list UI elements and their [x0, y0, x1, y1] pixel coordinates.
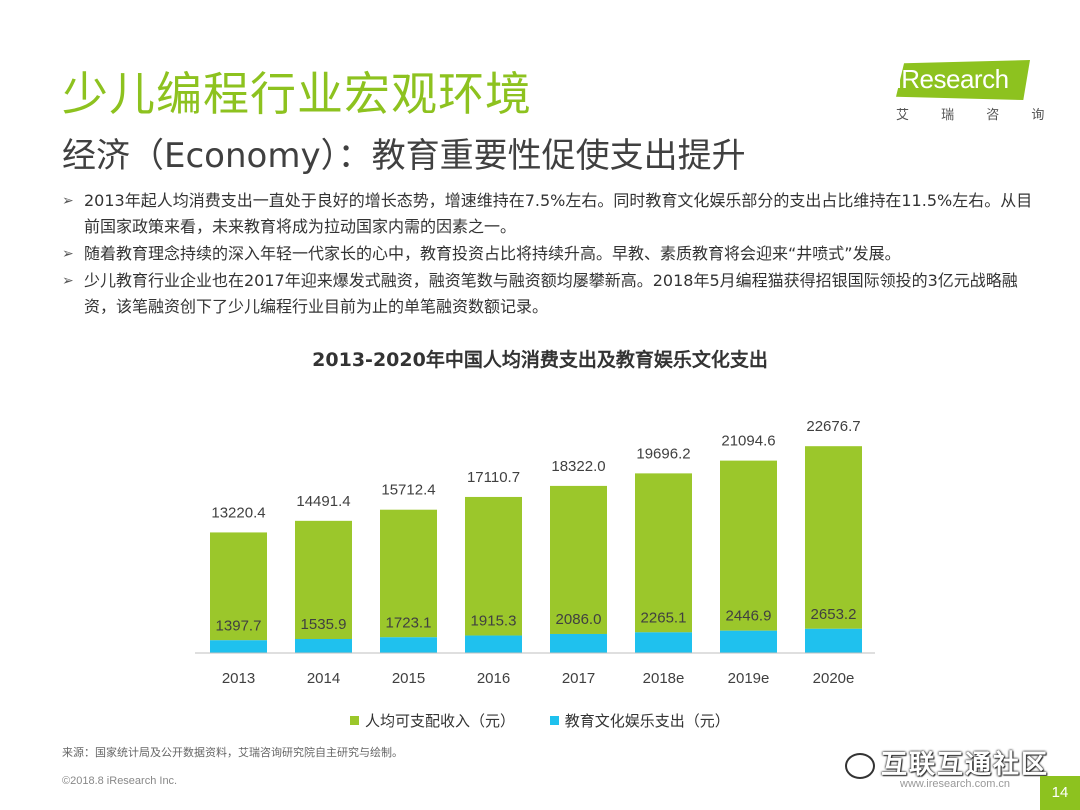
- website: www.iresearch.com.cn: [900, 778, 1010, 790]
- source-note: 来源：国家统计局及公开数据资料，艾瑞咨询研究院自主研究与绘制。: [62, 744, 403, 760]
- bullet-text: 2013年起人均消费支出一直处于良好的增长态势，增速维持在7.5%左右。同时教育…: [84, 191, 1032, 236]
- page-subtitle: 经济（Economy）：教育重要性促使支出提升: [62, 128, 746, 177]
- bullet-text: 少儿教育行业企业也在2017年迎来爆发式融资，融资笔数与融资额均屡攀新高。201…: [84, 271, 1018, 316]
- label-income-2014: 14491.4: [296, 493, 350, 510]
- bullet-text: 随着教育理念持续的深入年轻一代家长的心中，教育投资占比将持续升高。早教、素质教育…: [84, 244, 901, 263]
- wechat-icon: [845, 753, 875, 779]
- bullet-item: ➢ 随着教育理念持续的深入年轻一代家长的心中，教育投资占比将持续升高。早教、素质教…: [62, 241, 1042, 267]
- logo-cn: 艾 瑞 咨 询: [896, 104, 1058, 123]
- label-income-2017: 18322.0: [551, 458, 605, 475]
- label-income-2020e: 22676.7: [806, 418, 860, 435]
- chart-legend: 人均可支配收入（元） 教育文化娱乐支出（元）: [350, 710, 760, 731]
- label-income-2018e: 19696.2: [636, 445, 690, 462]
- bar-income-2019e: [720, 461, 777, 631]
- tick-label-2016: 2016: [477, 670, 510, 687]
- bullet-item: ➢ 少儿教育行业企业也在2017年迎来爆发式融资，融资笔数与融资额均屡攀新高。20…: [62, 268, 1042, 320]
- tick-label-2020e: 2020e: [813, 670, 855, 687]
- legend-swatch-education: [550, 716, 559, 725]
- bar-education-2017: [550, 634, 607, 653]
- bar-education-2018e: [635, 632, 692, 653]
- label-education-2013: 1397.7: [216, 617, 262, 634]
- label-education-2017: 2086.0: [556, 611, 602, 628]
- label-education-2020e: 2653.2: [811, 606, 857, 623]
- label-education-2015: 1723.1: [386, 614, 432, 631]
- page-title: 少儿编程行业宏观环境: [62, 58, 532, 124]
- bar-education-2020e: [805, 629, 862, 653]
- label-income-2015: 15712.4: [381, 482, 435, 499]
- label-income-2019e: 21094.6: [721, 433, 775, 450]
- legend-swatch-income: [350, 716, 359, 725]
- arrow-icon: ➢: [62, 241, 74, 267]
- legend-label-income: 人均可支配收入（元）: [365, 710, 515, 731]
- label-income-2016: 17110.7: [467, 469, 520, 486]
- bar-education-2015: [380, 637, 437, 653]
- bar-chart: 13220.4 1397.7 2013 14491.4 1535.9 2014 15712.…: [0, 380, 1080, 710]
- bar-education-2013: [210, 640, 267, 653]
- tick-label-2017: 2017: [562, 670, 595, 687]
- label-education-2019e: 2446.9: [726, 608, 772, 625]
- bar-education-2014: [295, 639, 352, 653]
- bullet-list: ➢ 2013年起人均消费支出一直处于良好的增长态势，增速维持在7.5%左右。同时教…: [62, 188, 1042, 321]
- tick-label-2019e: 2019e: [728, 670, 770, 687]
- legend-item-income: 人均可支配收入（元）: [350, 710, 515, 731]
- label-education-2018e: 2265.1: [641, 609, 687, 626]
- bar-education-2019e: [720, 631, 777, 653]
- bar-education-2016: [465, 636, 522, 653]
- copyright: ©2018.8 iResearch Inc.: [62, 775, 177, 787]
- watermark: 互联互通社区: [845, 744, 1049, 781]
- arrow-icon: ➢: [62, 188, 74, 214]
- arrow-icon: ➢: [62, 268, 74, 294]
- logo-text: iResearch: [896, 64, 1009, 95]
- watermark-text: 互联互通社区: [881, 750, 1049, 780]
- chart-title: 2013-2020年中国人均消费支出及教育娱乐文化支出: [0, 345, 1080, 372]
- iresearch-logo: iResearch 艾 瑞 咨 询: [890, 58, 1040, 128]
- tick-label-2018e: 2018e: [643, 670, 685, 687]
- label-income-2013: 13220.4: [211, 504, 265, 521]
- legend-label-education: 教育文化娱乐支出（元）: [565, 710, 730, 731]
- bar-income-2020e: [805, 446, 862, 629]
- bullet-item: ➢ 2013年起人均消费支出一直处于良好的增长态势，增速维持在7.5%左右。同时教…: [62, 188, 1042, 240]
- legend-item-education: 教育文化娱乐支出（元）: [550, 710, 730, 731]
- tick-label-2015: 2015: [392, 670, 425, 687]
- label-education-2016: 1915.3: [471, 613, 517, 630]
- tick-label-2013: 2013: [222, 670, 255, 687]
- tick-label-2014: 2014: [307, 670, 340, 687]
- page-number: 14: [1040, 776, 1080, 810]
- label-education-2014: 1535.9: [301, 616, 347, 633]
